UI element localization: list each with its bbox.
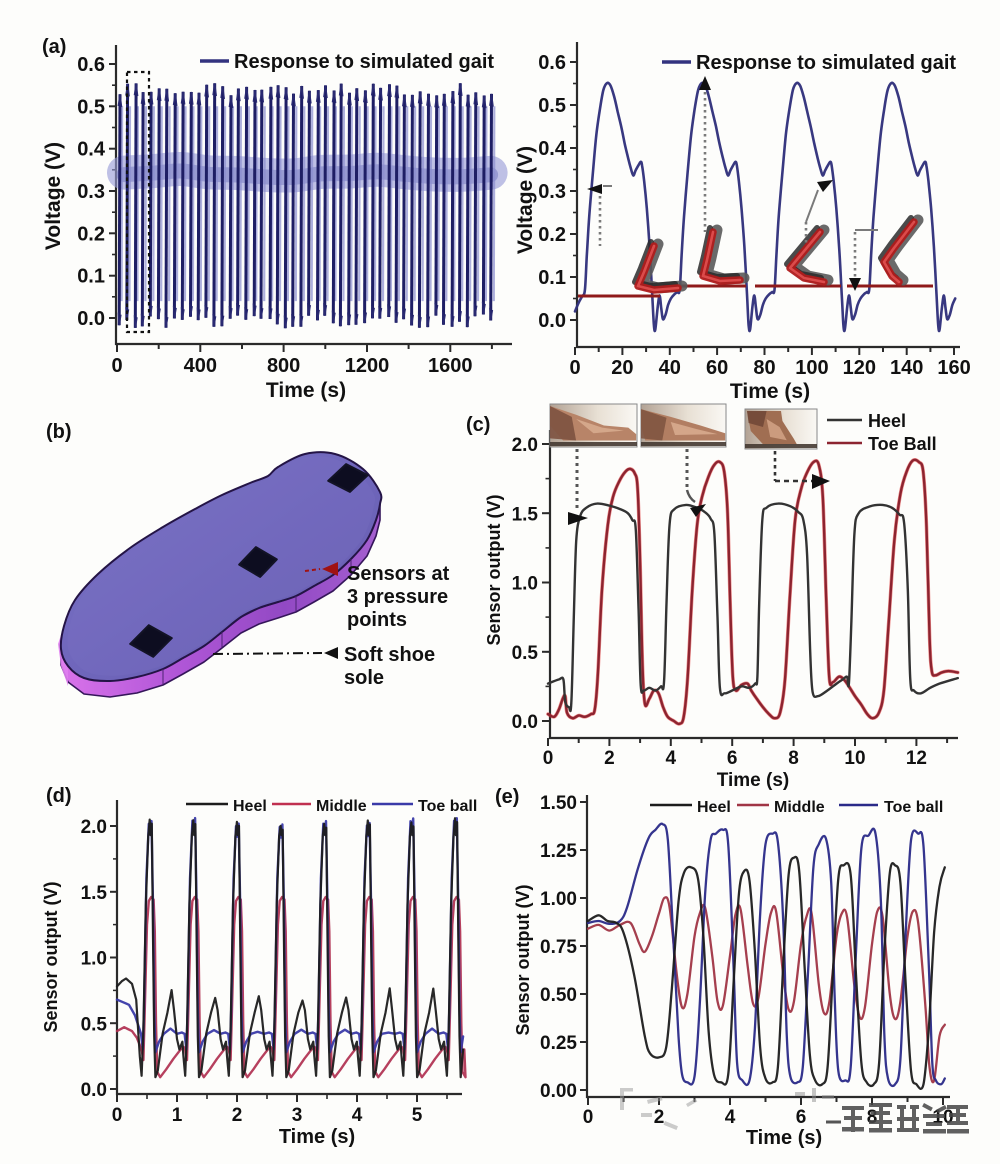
- svg-text:sole: sole: [344, 667, 384, 689]
- svg-text:1600: 1600: [428, 355, 473, 377]
- svg-text:400: 400: [184, 355, 217, 377]
- svg-text:0.1: 0.1: [77, 266, 105, 288]
- svg-text:8: 8: [788, 748, 799, 769]
- svg-text:80: 80: [753, 357, 775, 379]
- svg-text:Toe ball: Toe ball: [884, 799, 943, 816]
- svg-text:1.50: 1.50: [540, 793, 577, 814]
- svg-text:Middle: Middle: [774, 799, 825, 816]
- svg-text:0.5: 0.5: [512, 643, 539, 664]
- svg-text:0.1: 0.1: [538, 267, 566, 289]
- svg-text:100: 100: [795, 357, 828, 379]
- svg-text:6: 6: [796, 1107, 807, 1128]
- svg-text:Time (s): Time (s): [279, 1126, 355, 1148]
- svg-text:2: 2: [654, 1107, 665, 1128]
- svg-text:60: 60: [706, 357, 728, 379]
- svg-text:0: 0: [112, 1105, 123, 1126]
- svg-text:0: 0: [583, 1107, 594, 1128]
- svg-text:Time (s): Time (s): [746, 1127, 822, 1149]
- svg-text:0: 0: [111, 355, 122, 377]
- svg-text:0.6: 0.6: [538, 52, 566, 74]
- svg-text:0.3: 0.3: [538, 181, 566, 203]
- svg-text:6: 6: [727, 748, 738, 769]
- svg-text:0.4: 0.4: [538, 138, 567, 160]
- svg-text:0.75: 0.75: [540, 937, 577, 958]
- svg-text:Voltage (V): Voltage (V): [42, 142, 65, 250]
- svg-text:1.5: 1.5: [512, 504, 539, 525]
- svg-text:Toe Ball: Toe Ball: [868, 434, 937, 454]
- svg-text:Soft shoe: Soft shoe: [344, 644, 435, 666]
- svg-text:0.5: 0.5: [77, 96, 105, 118]
- svg-text:(c): (c): [466, 414, 490, 436]
- svg-text:Time (s): Time (s): [266, 379, 346, 402]
- svg-text:0.0: 0.0: [512, 712, 538, 733]
- svg-text:10: 10: [844, 748, 865, 769]
- svg-text:140: 140: [890, 357, 923, 379]
- svg-text:0.5: 0.5: [538, 95, 566, 117]
- svg-text:0.6: 0.6: [77, 54, 105, 76]
- svg-text:40: 40: [659, 357, 681, 379]
- svg-text:4: 4: [666, 748, 677, 769]
- svg-text:3 pressure: 3 pressure: [347, 586, 448, 608]
- svg-text:2.0: 2.0: [512, 435, 538, 456]
- svg-text:2.0: 2.0: [81, 817, 107, 838]
- svg-text:2: 2: [604, 748, 615, 769]
- svg-text:(a): (a): [42, 36, 66, 58]
- svg-text:1.0: 1.0: [81, 949, 107, 970]
- svg-text:1.0: 1.0: [512, 574, 538, 595]
- svg-text:(e): (e): [495, 786, 519, 808]
- svg-text:1.00: 1.00: [540, 889, 577, 910]
- svg-text:2: 2: [232, 1105, 243, 1126]
- svg-text:Sensors at: Sensors at: [347, 563, 450, 585]
- svg-text:Voltage (V): Voltage (V): [514, 146, 537, 254]
- svg-text:(b): (b): [46, 421, 72, 443]
- svg-text:0.2: 0.2: [77, 223, 105, 245]
- svg-text:0.00: 0.00: [540, 1081, 577, 1102]
- svg-text:Sensor output (V): Sensor output (V): [484, 495, 504, 646]
- svg-text:Sensor output (V): Sensor output (V): [41, 882, 61, 1033]
- svg-text:12: 12: [906, 748, 927, 769]
- svg-text:0.4: 0.4: [77, 139, 106, 161]
- svg-text:1: 1: [172, 1105, 183, 1126]
- svg-text:0.50: 0.50: [540, 985, 577, 1006]
- svg-text:Middle: Middle: [316, 798, 367, 815]
- svg-text:Toe ball: Toe ball: [418, 798, 477, 815]
- svg-text:1200: 1200: [345, 355, 390, 377]
- svg-text:Time (s): Time (s): [730, 380, 810, 403]
- svg-text:Heel: Heel: [868, 411, 906, 431]
- svg-text:Sensor output (V): Sensor output (V): [513, 885, 533, 1036]
- svg-text:0.0: 0.0: [77, 308, 105, 330]
- svg-text:4: 4: [725, 1107, 736, 1128]
- svg-text:0.0: 0.0: [81, 1080, 107, 1101]
- svg-text:800: 800: [267, 355, 300, 377]
- svg-text:5: 5: [412, 1105, 423, 1126]
- svg-text:(d): (d): [46, 785, 72, 807]
- svg-text:20: 20: [611, 357, 633, 379]
- svg-text:160: 160: [937, 357, 970, 379]
- svg-text:0: 0: [543, 748, 554, 769]
- svg-text:Time (s): Time (s): [717, 770, 790, 791]
- svg-text:1.5: 1.5: [81, 883, 108, 904]
- svg-text:0.3: 0.3: [77, 181, 105, 203]
- svg-text:Response to simulated gait: Response to simulated gait: [234, 51, 494, 73]
- svg-text:8: 8: [867, 1107, 878, 1128]
- svg-text:Heel: Heel: [697, 799, 731, 816]
- svg-text:0.2: 0.2: [538, 224, 566, 246]
- svg-text:points: points: [347, 609, 407, 631]
- svg-text:0.5: 0.5: [81, 1014, 108, 1035]
- svg-text:0: 0: [569, 357, 580, 379]
- svg-text:4: 4: [352, 1105, 363, 1126]
- svg-text:Response to simulated gait: Response to simulated gait: [696, 52, 956, 74]
- svg-text:Heel: Heel: [233, 798, 267, 815]
- svg-text:0.0: 0.0: [538, 310, 566, 332]
- svg-text:0.25: 0.25: [540, 1033, 577, 1054]
- svg-text:120: 120: [843, 357, 876, 379]
- svg-text:3: 3: [292, 1105, 303, 1126]
- svg-text:1.25: 1.25: [540, 841, 577, 862]
